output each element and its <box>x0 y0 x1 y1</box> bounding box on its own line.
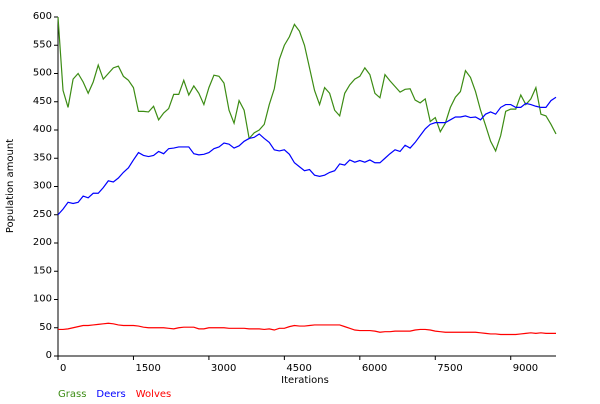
series-line <box>58 322 556 336</box>
y-tick-label: 600 <box>33 11 52 22</box>
x-tick-label: 4500 <box>286 363 311 374</box>
y-tick-label: 400 <box>33 124 52 135</box>
y-tick-label: 0 <box>46 350 52 361</box>
y-tick-label: 300 <box>33 181 52 192</box>
y-tick-label: 150 <box>33 265 52 276</box>
y-axis-label: Population amount <box>5 139 16 233</box>
y-tick-label: 50 <box>39 322 52 333</box>
legend-entry: Wolves <box>136 389 171 400</box>
y-tick-label: 550 <box>33 39 52 50</box>
y-tick-label: 100 <box>33 294 52 305</box>
y-tick-label: 200 <box>33 237 52 248</box>
x-tick-label: 6000 <box>362 363 387 374</box>
legend-entry: Grass <box>58 389 86 400</box>
y-tick-label: 250 <box>33 209 52 220</box>
series-line <box>57 16 557 153</box>
x-tick-label: 3000 <box>211 363 236 374</box>
y-tick-label: 350 <box>33 152 52 163</box>
x-tick-label: 7500 <box>437 363 462 374</box>
x-tick-label: 1500 <box>135 363 160 374</box>
y-tick-label: 450 <box>33 96 52 107</box>
series-line <box>57 96 557 216</box>
x-tick-label: 0 <box>60 363 66 374</box>
x-tick-label: 9000 <box>513 363 538 374</box>
legend-entry: Deers <box>96 389 125 400</box>
y-tick-label: 500 <box>33 68 52 79</box>
x-axis-label: Iterations <box>281 375 329 386</box>
